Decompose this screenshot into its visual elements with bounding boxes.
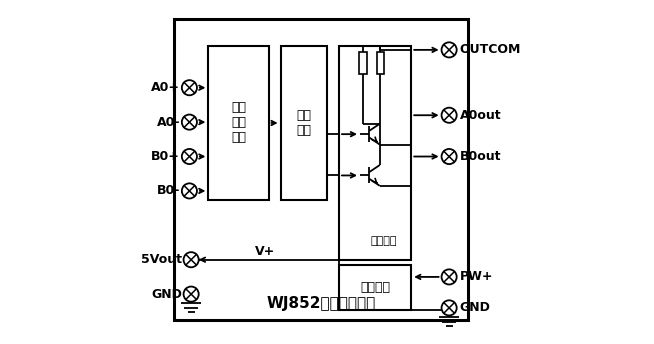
Text: 电源电路: 电源电路 [360, 281, 390, 294]
Bar [359, 52, 367, 74]
Text: 中间
电路: 中间 电路 [296, 109, 311, 137]
Text: OUTCOM: OUTCOM [460, 43, 521, 56]
Circle shape [182, 149, 197, 164]
Circle shape [441, 42, 456, 57]
Bar [174, 19, 468, 320]
Text: B0-: B0- [157, 184, 180, 197]
Bar [339, 46, 411, 260]
Circle shape [441, 108, 456, 123]
Bar [339, 265, 411, 310]
Text: A0+: A0+ [151, 81, 180, 94]
Bar [281, 46, 327, 200]
Text: 输出电路: 输出电路 [371, 236, 397, 246]
Bar [209, 46, 269, 200]
Circle shape [182, 183, 197, 198]
Text: GND: GND [151, 288, 182, 301]
Circle shape [182, 115, 197, 130]
Circle shape [441, 300, 456, 315]
Circle shape [184, 287, 199, 302]
Text: A0-: A0- [156, 116, 180, 129]
Text: 5Vout: 5Vout [141, 253, 182, 266]
Text: 差分
输入
电路: 差分 输入 电路 [231, 101, 246, 144]
Text: GND: GND [460, 301, 490, 314]
Text: V+: V+ [255, 245, 275, 258]
Text: B0out: B0out [460, 150, 501, 163]
Text: B0+: B0+ [151, 150, 180, 163]
Text: WJ852模块内部框图: WJ852模块内部框图 [266, 296, 375, 311]
Text: A0out: A0out [460, 109, 501, 122]
Circle shape [441, 149, 456, 164]
Circle shape [184, 252, 199, 267]
Circle shape [441, 269, 456, 284]
Bar [377, 52, 384, 74]
Circle shape [182, 80, 197, 95]
Text: PW+: PW+ [460, 270, 493, 283]
